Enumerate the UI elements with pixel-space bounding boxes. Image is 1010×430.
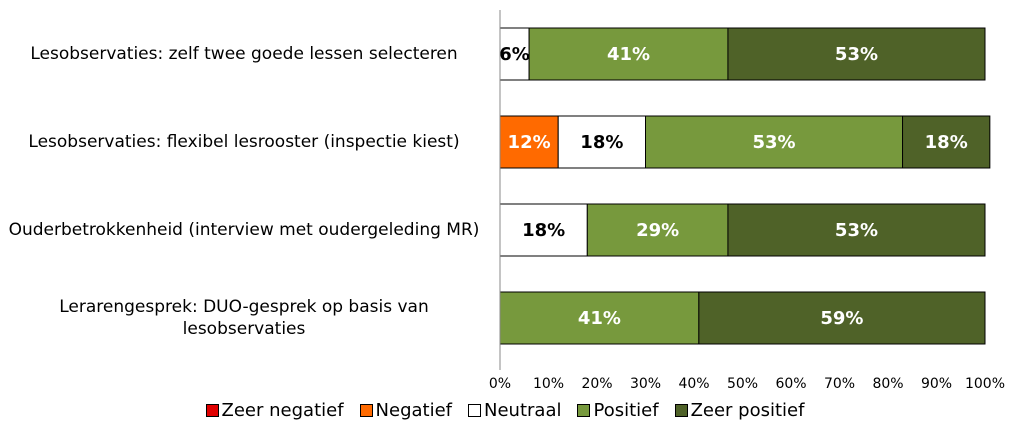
x-tick-label: 50% (727, 376, 758, 392)
bar-segment (727, 27, 986, 81)
value-label: 18% (580, 132, 623, 153)
legend-label: Zeer positief (690, 400, 805, 421)
value-label: 59% (820, 308, 863, 329)
legend-item: Neutraal (468, 400, 561, 421)
legend-swatch (359, 404, 373, 417)
bar-segment (902, 115, 991, 169)
bar-segment (499, 291, 700, 345)
x-tick-label: 60% (775, 376, 806, 392)
value-label: 41% (578, 308, 621, 329)
category-label: Lesobservaties: zelf twee goede lessen s… (30, 44, 458, 64)
x-tick-label: 30% (630, 376, 661, 392)
legend-label: Positief (593, 400, 659, 421)
category-label: Ouderbetrokkenheid (interview met ouderg… (8, 220, 480, 240)
bar-segment (698, 291, 986, 345)
x-tick-label: 10% (533, 376, 564, 392)
x-tick-label: 100% (965, 376, 1005, 392)
x-tick-label: 40% (678, 376, 709, 392)
legend-swatch (577, 404, 591, 417)
legend-item: Negatief (359, 400, 453, 421)
value-label: 18% (522, 220, 565, 241)
x-tick-label: 70% (824, 376, 855, 392)
bar-segment (499, 203, 588, 257)
legend-item: Zeer negatief (205, 400, 344, 421)
bar-segment (557, 115, 647, 169)
legend-swatch (468, 404, 482, 417)
category-label: Lerarengesprek: DUO-gesprek op basis van… (59, 297, 429, 339)
legend-item: Zeer positief (674, 400, 805, 421)
value-label: 53% (835, 44, 878, 65)
bar-segment (727, 203, 986, 257)
category-label: Lesobservaties: flexibel lesrooster (ins… (28, 132, 460, 152)
value-label: 29% (636, 220, 679, 241)
legend: Zeer negatief Negatief Neutraal Positief Zee… (0, 400, 1010, 421)
x-tick-label: 20% (581, 376, 612, 392)
x-tick-label: 80% (872, 376, 903, 392)
value-label: 6% (499, 44, 530, 65)
legend-label: Negatief (375, 400, 453, 421)
value-label: 18% (925, 132, 968, 153)
legend-swatch (205, 404, 219, 417)
legend-label: Neutraal (484, 400, 562, 421)
legend-swatch (674, 404, 688, 417)
value-label: 53% (752, 132, 795, 153)
bar-segment (528, 27, 729, 81)
value-label: 41% (607, 44, 650, 65)
legend-label: Zeer negatief (221, 400, 344, 421)
legend-item: Positief (577, 400, 659, 421)
x-tick-label: 0% (489, 376, 511, 392)
value-label: 12% (508, 132, 551, 153)
bar-segment (586, 203, 729, 257)
value-label: 53% (835, 220, 878, 241)
x-tick-label: 90% (921, 376, 952, 392)
